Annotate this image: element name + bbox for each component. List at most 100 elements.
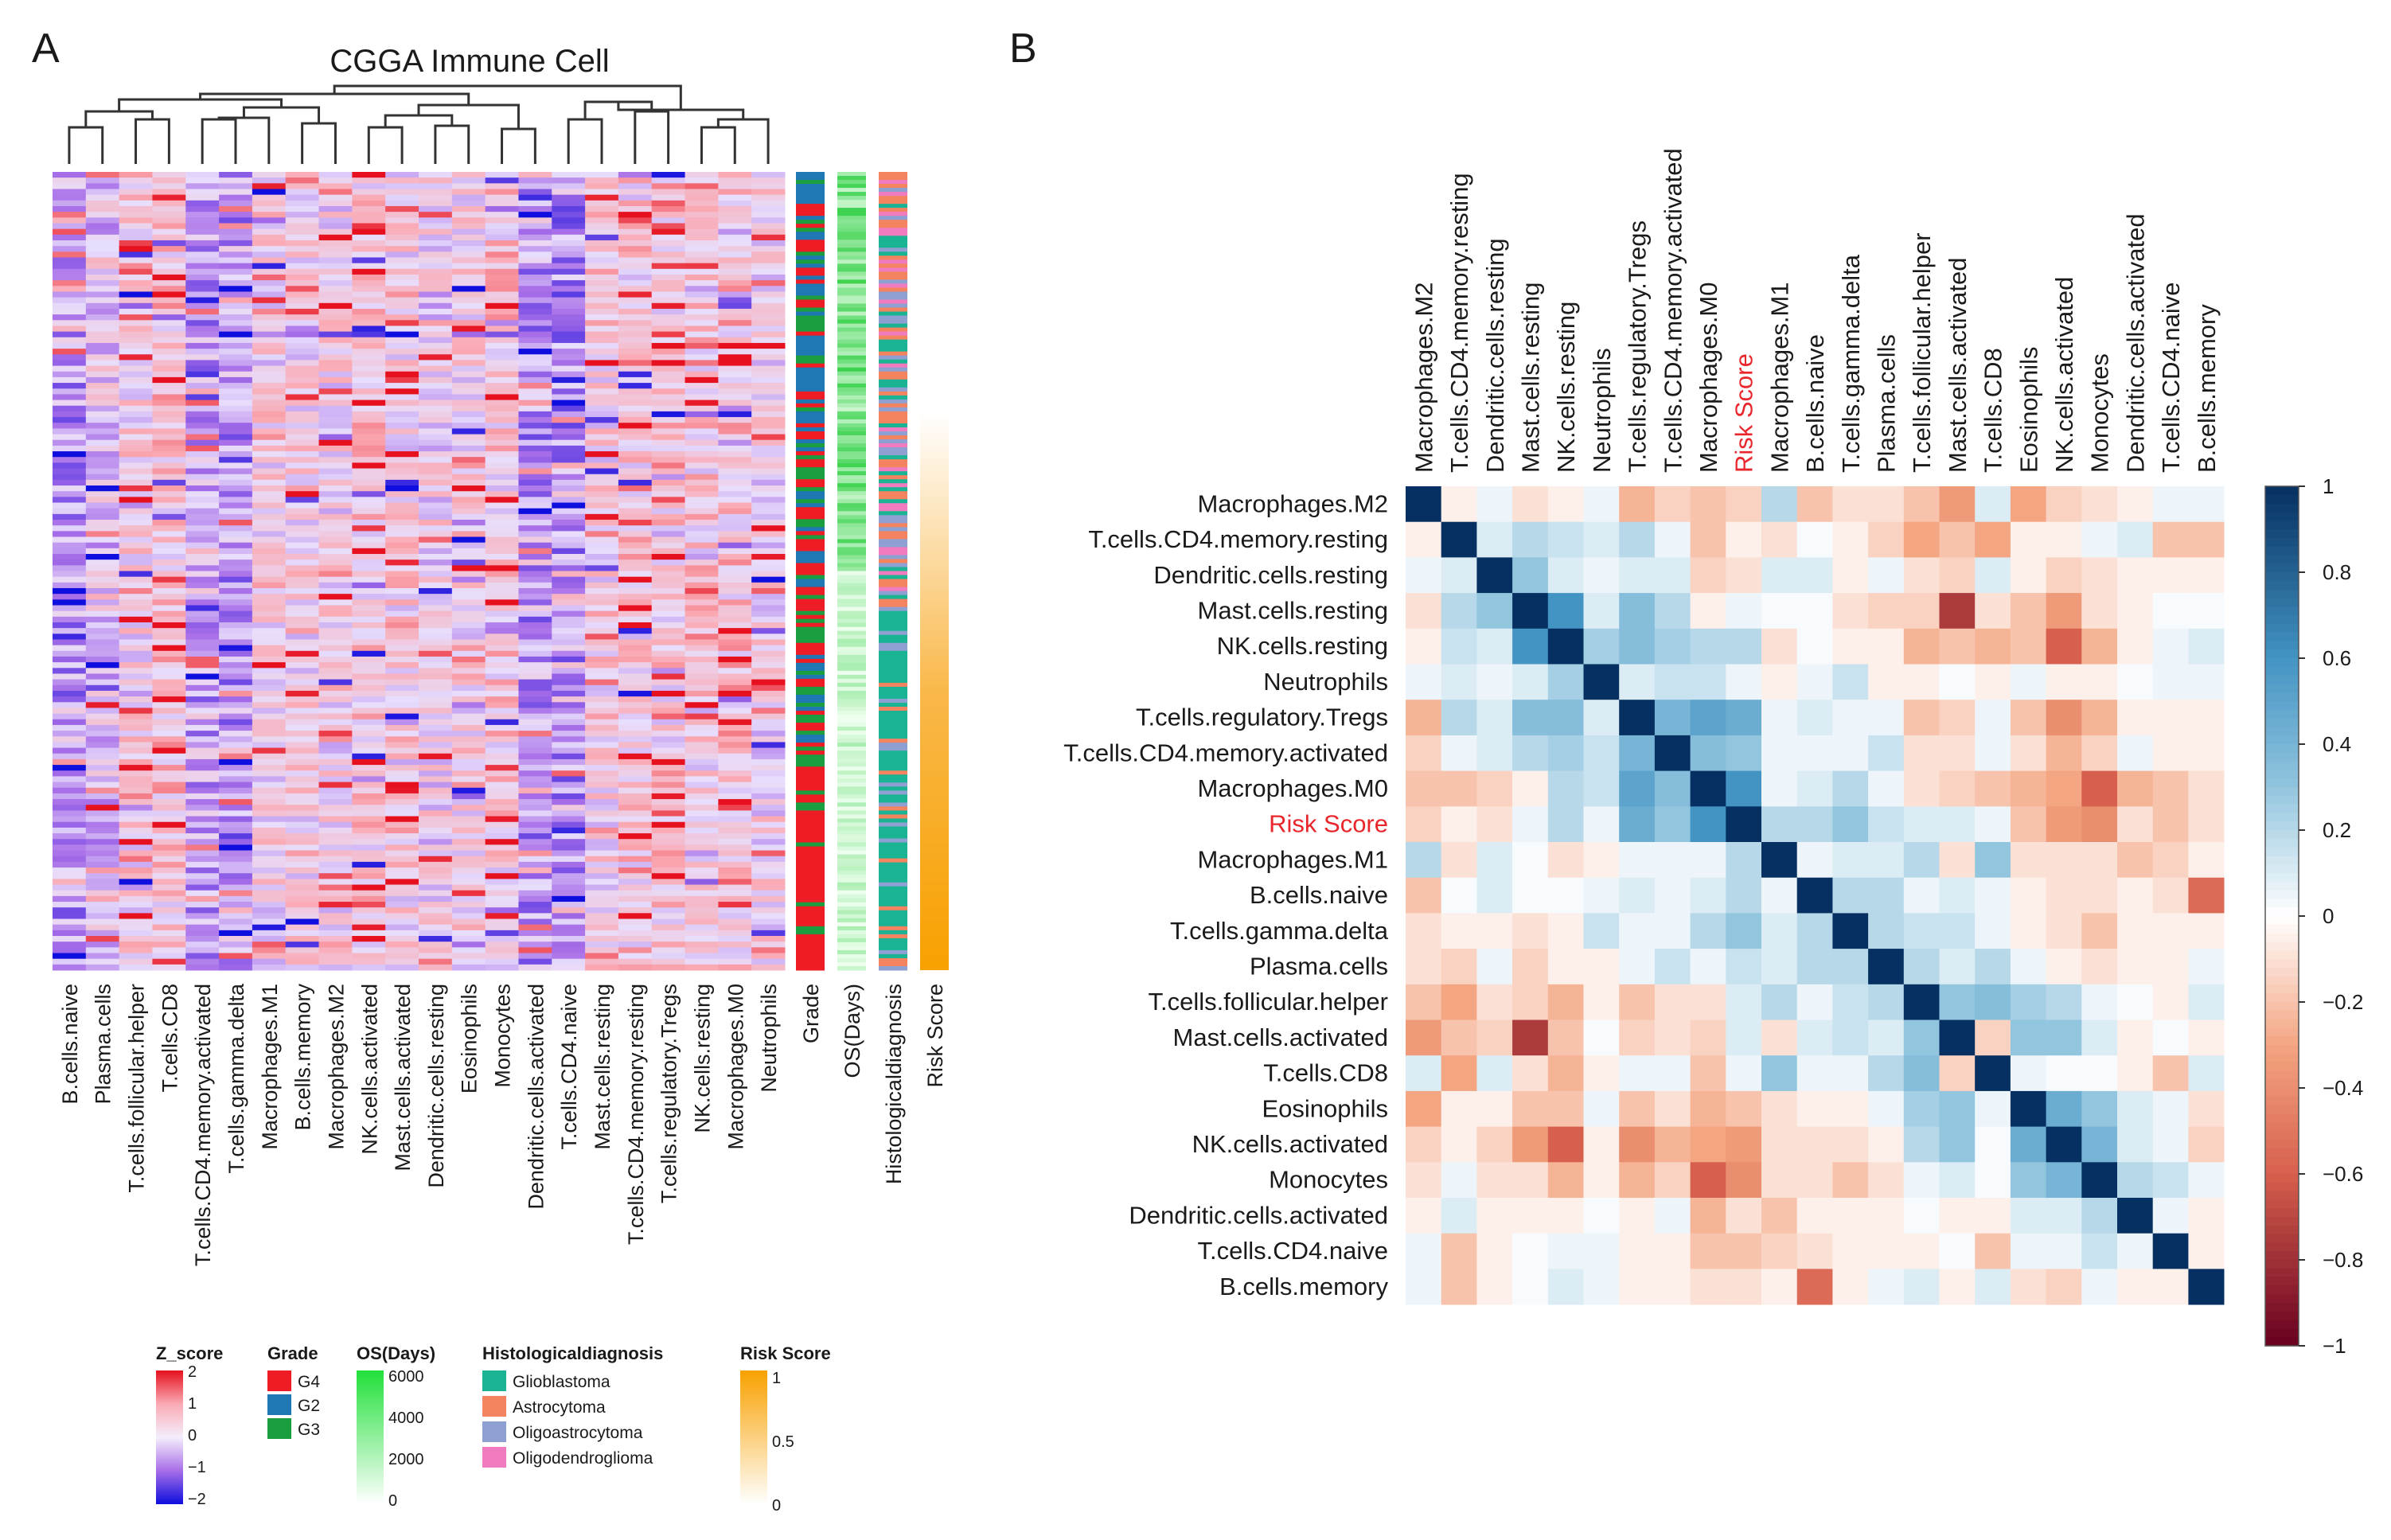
corr-cell [1406,984,1442,1020]
heatmap-cell [419,673,453,680]
heatmap-cell [285,337,320,344]
heatmap-cell [718,349,752,355]
heatmap-cell [385,724,419,731]
heatmap-cell [385,936,419,942]
heatmap-cell [485,326,519,333]
heatmap-cell [585,844,619,852]
heatmap-cell [552,234,586,241]
os-cell [837,403,866,408]
heatmap-cell [485,554,519,560]
heatmap-cell [85,873,120,879]
heatmap-cell [119,268,153,275]
heatmap-cell [618,194,653,201]
colorbar-step [2265,942,2299,951]
corr-cell [1583,1055,1620,1092]
heatmap-cell [685,895,719,903]
heatmap-cell [152,571,186,578]
heatmap-cell [385,605,419,612]
heatmap-cell [185,947,220,953]
heatmap-cell [152,587,186,595]
os-cell [837,854,866,860]
histologicaldiagnosis-cell [879,842,907,848]
heatmap-cell [385,200,419,207]
heatmap-cell [419,827,453,834]
heatmap-cell [651,679,686,686]
heatmap-cell [53,371,87,378]
heatmap-cell [618,189,653,196]
corr-row-label: NK.cells.activated [1192,1130,1388,1158]
heatmap-cell [252,662,287,669]
heatmap-cell [718,212,752,218]
heatmap-cell [585,439,619,446]
histologicaldiagnosis-cell [879,399,907,404]
heatmap-cell [152,742,186,749]
heatmap-cell [651,280,686,287]
heatmap-cell [185,679,220,686]
grade-cell [796,527,825,532]
heatmap-cell [119,508,153,515]
heatmap-cell [451,639,486,646]
heatmap-cell [751,616,786,623]
heatmap-cell [252,320,287,326]
heatmap-cell [485,228,519,236]
heatmap-cell [685,799,719,805]
corr-cell [1476,984,1513,1020]
heatmap-cell [152,388,186,395]
corr-cell [1441,521,1477,558]
heatmap-cell [352,565,386,571]
heatmap-cell [152,405,186,412]
corr-cell [1406,735,1442,771]
heatmap-cell [485,212,519,218]
heatmap-cell [119,918,153,926]
os-cell [837,591,866,596]
heatmap-cell [618,616,653,623]
heatmap-cell [53,314,87,321]
heatmap-cell [419,668,453,674]
corr-cell [2046,1269,2082,1305]
heatmap-cell [419,719,453,726]
histologicaldiagnosis-cell [879,271,907,276]
corr-cell [1903,1162,1940,1199]
heatmap-cell [119,833,153,840]
heatmap-cell [585,280,619,287]
corr-cell [1619,1162,1656,1199]
heatmap-cell [552,263,586,270]
os-cell [837,922,866,927]
histologicaldiagnosis-cell [879,598,907,604]
heatmap-cell [85,354,120,361]
corr-cell [1726,1020,1762,1056]
heatmap-cell [252,388,287,395]
heatmap-cell [152,491,186,497]
heatmap-cell [285,628,320,634]
heatmap-cell [119,953,153,960]
heatmap-cell [385,673,419,680]
heatmap-cell [285,376,320,384]
histologicaldiagnosis-cell [879,942,907,947]
histologicaldiagnosis-cell [879,196,907,201]
heatmap-cell [219,531,253,538]
heatmap-cell [53,280,87,287]
heatmap-cell [385,394,419,401]
heatmap-cell [352,274,386,281]
histologicaldiagnosis-cell [879,630,907,636]
heatmap-cell [485,520,519,526]
corr-cell [1441,486,1477,523]
heatmap-cell [185,513,220,520]
corr-row-label: Mast.cells.activated [1173,1023,1389,1051]
heatmap-cell [53,765,87,771]
corr-cell [1903,806,1940,843]
heatmap-cell [385,337,419,344]
corr-cell [1619,735,1656,771]
corr-cell [2010,1020,2046,1056]
corr-row-label: Monocytes [1269,1166,1388,1194]
os-cell [837,232,866,236]
heatmap-cell [552,953,586,960]
heatmap-cell [651,371,686,378]
heatmap-cell [618,839,653,845]
corr-cell [1726,700,1762,736]
heatmap-cell [53,326,87,333]
histologicaldiagnosis-cell [879,339,907,345]
heatmap-cell [385,177,419,184]
heatmap-cell [285,930,320,937]
heatmap-cell [419,428,453,435]
